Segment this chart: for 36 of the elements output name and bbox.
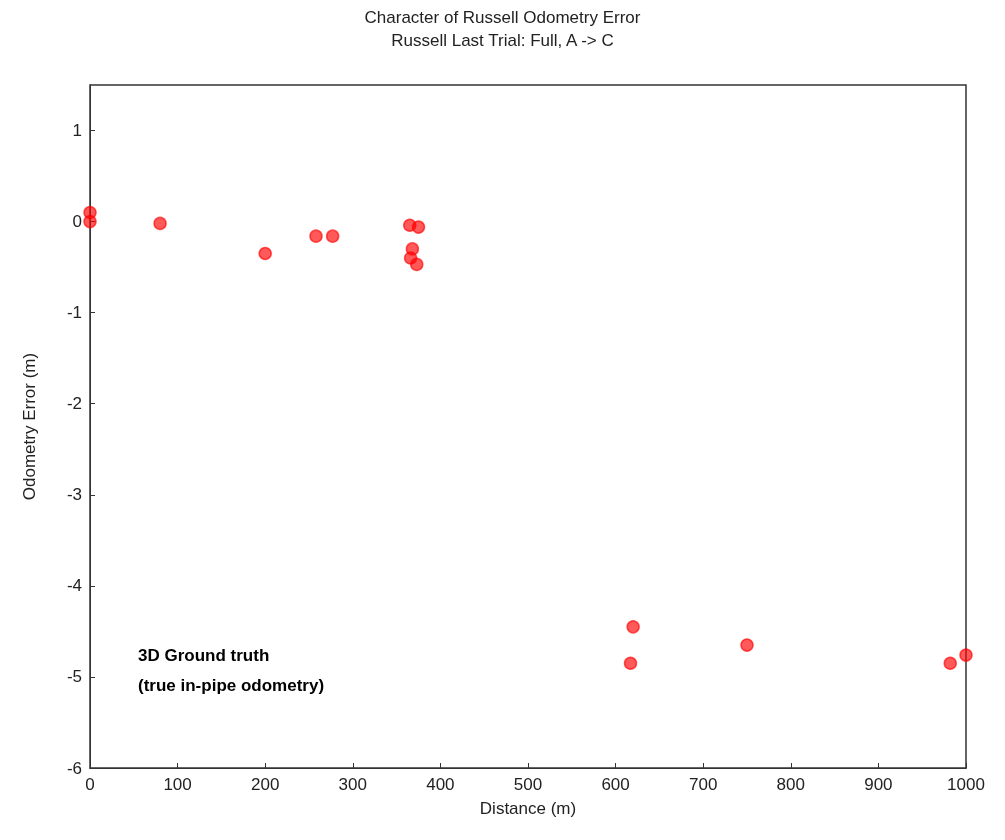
point (740, 638, 754, 652)
point (153, 216, 167, 231)
x-tick-label: 800 (776, 775, 805, 794)
point (626, 620, 640, 634)
chart-title: Character of Russell Odometry Error (364, 8, 641, 27)
y-tick-label: 0 (72, 212, 82, 232)
y-tick-label: -4 (66, 576, 82, 596)
x-tick-label: 900 (864, 775, 893, 794)
point (943, 656, 957, 671)
x-tick-label: 500 (513, 775, 543, 794)
y-axis-title: Odometry Error (m) (20, 352, 39, 501)
annotation: 3D Ground truth (true in-pipe odometry) (138, 645, 325, 695)
point (258, 246, 272, 261)
x-tick-label: 1000 (947, 775, 985, 794)
y-tick-label: -2 (66, 394, 82, 414)
point (959, 648, 973, 662)
x-tick-label: 300 (338, 775, 367, 794)
y-tick-label: -1 (66, 303, 82, 323)
x-tick-label: 700 (689, 775, 718, 794)
y-tick-label: -3 (66, 485, 82, 505)
point (411, 220, 426, 234)
x-tick-label: 200 (251, 775, 280, 794)
x-tick-label: 100 (163, 775, 192, 794)
point (623, 656, 638, 671)
x-tick-label: 0 (85, 775, 95, 794)
point (309, 229, 323, 243)
y-tick-label: -5 (66, 667, 82, 687)
x-tick-label: 400 (426, 775, 455, 794)
y-tick-label: -6 (66, 758, 82, 778)
point (83, 214, 97, 229)
chart-subtitle: Russell Last Trial: Full, A -> C (391, 31, 614, 50)
x-tick-label: 600 (601, 775, 630, 794)
x-axis-title: Distance (m) (479, 799, 577, 818)
point (325, 229, 340, 243)
y-tick-label: 1 (72, 121, 82, 141)
point (410, 257, 424, 272)
